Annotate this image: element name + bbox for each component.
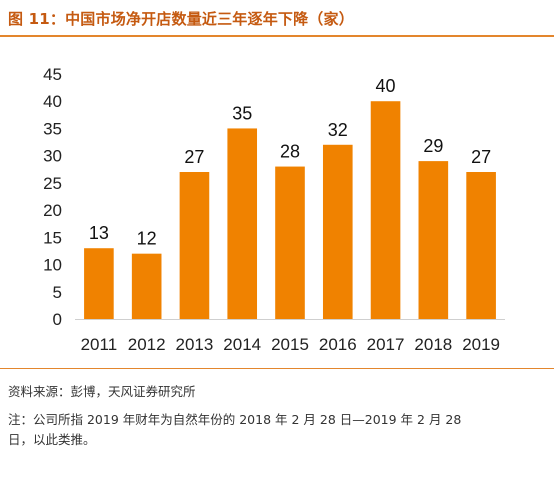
x-tick-label-2015: 2015 [271, 335, 309, 354]
x-tick-label-2018: 2018 [414, 335, 452, 354]
bar-2016 [322, 144, 353, 319]
y-tick-label: 35 [43, 119, 62, 138]
data-label-2017: 40 [376, 76, 396, 96]
x-tick-label-2012: 2012 [128, 335, 166, 354]
y-tick-label: 45 [43, 65, 62, 84]
y-tick-label: 15 [43, 228, 62, 247]
chart-svg: 0 5 10 15 20 25 30 35 40 45 13 12 27 35 28 32 40 29 27 20… [43, 65, 505, 354]
data-label-2014: 35 [232, 103, 252, 123]
bar-2019 [466, 172, 496, 319]
bar-2015 [275, 166, 305, 319]
y-tick-label: 20 [43, 201, 62, 220]
x-tick-label-2014: 2014 [223, 335, 261, 354]
x-tick-label-2011: 2011 [81, 335, 118, 354]
y-tick-label: 30 [43, 147, 62, 166]
bar-2014 [227, 128, 258, 319]
bars: 13 12 27 35 28 32 40 29 27 [84, 76, 496, 319]
x-tick-label-2017: 2017 [367, 335, 405, 354]
bar-2018 [418, 161, 449, 319]
bar-2013 [179, 172, 210, 319]
data-label-2013: 27 [184, 147, 204, 167]
bar-chart: 0 5 10 15 20 25 30 35 40 45 13 12 27 35 28 32 40 29 27 20… [0, 40, 554, 365]
y-tick-label: 25 [43, 174, 62, 193]
y-tick-label: 10 [43, 256, 62, 275]
x-tick-label-2016: 2016 [319, 335, 357, 354]
y-axis: 0 5 10 15 20 25 30 35 40 45 [43, 65, 62, 329]
data-label-2018: 29 [423, 136, 443, 156]
x-tick-label-2013: 2013 [176, 335, 214, 354]
x-tick-label-2019: 2019 [462, 335, 500, 354]
footer-notes: 资料来源：彭博，天风证券研究所 注：公司所指 2019 年财年为自然年份的 20… [8, 382, 546, 458]
y-tick-label: 5 [53, 283, 62, 302]
fiscal-year-note: 注：公司所指 2019 年财年为自然年份的 2018 年 2 月 28 日—20… [8, 412, 462, 427]
bar-2012 [131, 253, 162, 319]
y-tick-label: 0 [53, 310, 62, 329]
title-divider [0, 35, 554, 37]
data-label-2016: 32 [328, 120, 348, 140]
fiscal-year-note-cont: 日，以此类推。 [8, 432, 96, 447]
data-label-2011: 13 [89, 223, 109, 243]
data-label-2012: 12 [137, 229, 157, 249]
chart-title: 图 11：中国市场净开店数量近三年逐年下降（家） [8, 10, 354, 28]
footer-divider [0, 368, 554, 369]
data-label-2019: 27 [471, 147, 491, 167]
data-label-2015: 28 [280, 142, 300, 162]
y-tick-label: 40 [43, 92, 62, 111]
source-note: 资料来源：彭博，天风证券研究所 [8, 384, 196, 399]
bar-2011 [84, 248, 114, 319]
x-axis: 2011 2012 2013 2014 2015 2016 2017 2018 2019 [75, 319, 505, 354]
bar-2017 [370, 101, 401, 319]
